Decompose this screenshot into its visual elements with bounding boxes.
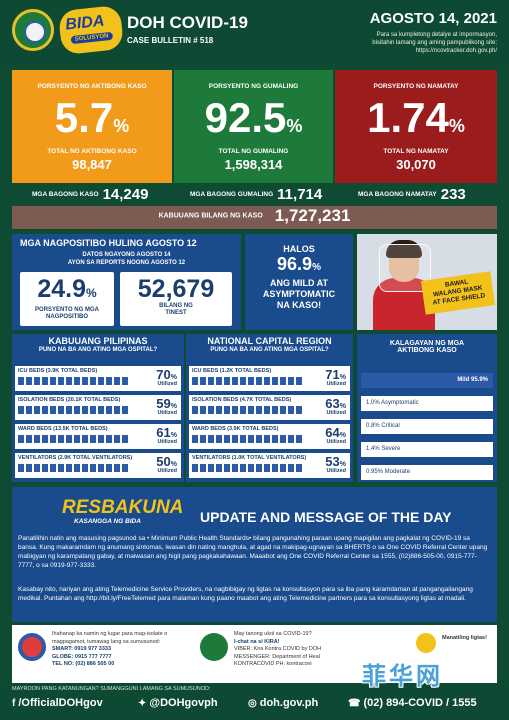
deaths-box: PORSYENTO NG NAMATAY 1.74% TOTAL NG NAMA… <box>335 70 497 183</box>
info-line-1: Para sa kumpletong detalye at impormasyo… <box>376 32 497 38</box>
severity-title-2: AKTIBONG KASO <box>397 347 457 354</box>
severity-severe: 1.4% Severe <box>361 442 493 457</box>
severity-panel: KALAGAYAN NG MGA AKTIBONG KASO Mild 95.9… <box>357 334 497 482</box>
panel-subtitle: PUNO NA BA ANG ATING MGA OSPITAL? <box>210 347 329 353</box>
resbakuna-logo: RESBAKUNA <box>62 497 184 518</box>
mask-reminder-photo: BAWAL WALANG MASK AT FACE SHIELD <box>357 234 497 330</box>
total-cases-bar: KABUUANG BILANG NG KASO 1,727,231 <box>12 206 497 229</box>
bida-logo-sub: SOLUSYON <box>70 31 113 45</box>
update-title: UPDATE AND MESSAGE OF THE DAY <box>200 509 452 525</box>
hospital-ph-panel: KABUUANG PILIPINAS PUNO NA BA ANG ATING … <box>12 334 184 482</box>
active-total-label: TOTAL NG AKTIBONG KASO <box>47 148 137 155</box>
deaths-label: PORSYENTO NG NAMATAY <box>373 83 459 90</box>
bulletin-date: AGOSTO 14, 2021 <box>369 10 497 27</box>
severity-moderate: 0.95% Moderate <box>361 465 493 480</box>
bed-row: ICU BEDS (3.9K TOTAL BEDS) 70% Utilized <box>15 366 181 391</box>
twitter-link[interactable]: ✦ @DOHgovph <box>138 697 218 709</box>
severity-asymptomatic: 1.0% Asymptomatic <box>361 396 493 411</box>
active-cases-box: PORSYENTO NG AKTIBONG KASO 5.7% TOTAL NG… <box>12 70 172 183</box>
bida-logo-text: BIDA <box>64 12 106 34</box>
twitter-icon: ✦ <box>138 698 147 709</box>
bed-icons <box>18 435 128 443</box>
bed-icons <box>192 377 302 385</box>
recovered-percent: 92.5% <box>204 94 303 141</box>
page-title: DOH COVID-19 <box>127 13 248 32</box>
positivity-subtitle: DATOS NGAYONG AGOSTO 14 AYON SA REPORTS N… <box>67 252 186 266</box>
ventilator-icons <box>192 464 302 472</box>
bida-logo: BIDA SOLUSYON <box>57 4 125 56</box>
tested-card: 52,679 BILANG NG TINEST <box>120 272 232 326</box>
contacts-section: Ihahanap ka namin ng lugar para mag-isol… <box>12 625 497 683</box>
active-label: PORSYENTO NG AKTIBONG KASO <box>37 83 147 90</box>
info-url-link[interactable]: https://ncovtracker.doh.gov.ph/ <box>415 48 497 54</box>
mild-asymptomatic-box: HALOS 96.9% ANG MILD AT ASYMPTOMATIC NA … <box>245 234 353 330</box>
info-line-2: bisitahin lamang ang aming pampublikong … <box>372 40 497 46</box>
watermark: 菲华网 <box>362 663 443 690</box>
globe-icon: ◎ <box>248 698 257 709</box>
bed-icons <box>18 377 128 385</box>
panel-title: KABUUANG PILIPINAS <box>48 336 148 346</box>
info-text: Para sa kumpletong detalye at impormasyo… <box>297 31 497 55</box>
one-covid-referral-icon <box>18 633 46 661</box>
total-cases-value: 1,727,231 <box>274 206 351 225</box>
referral-contacts: Ihahanap ka namin ng lugar para mag-isol… <box>52 631 168 667</box>
severity-title-1: KALAGAYAN NG MGA <box>389 340 465 347</box>
ventilator-row: VENTILATORS (2.9K TOTAL VENTILATORS) 50% U… <box>15 453 181 478</box>
bed-row: ISOLATION BEDS (20.1K TOTAL BEDS) 59% Util… <box>15 395 181 420</box>
doh-seal-logo <box>12 9 54 51</box>
facebook-icon: f <box>12 698 16 709</box>
recovered-box: PORSYENTO NG GUMALING 92.5% TOTAL NG GUM… <box>174 70 333 183</box>
total-cases-label: KABUUANG BILANG NG KASO <box>158 212 263 220</box>
footer-question: MAYROON PANG KATANUNGAN? SUMANGGUNI LAMA… <box>12 686 211 692</box>
new-recovered: MGA BAGONG GUMALING 11,714 <box>190 186 323 203</box>
recovered-label: PORSYENTO NG GUMALING <box>208 83 299 90</box>
severity-mild: Mild 95.9% <box>361 373 493 388</box>
recovered-total-value: 1,598,314 <box>224 157 283 172</box>
phone-icon: ☎ <box>348 698 361 709</box>
kira-avatar-icon <box>200 633 228 661</box>
ventilator-icons <box>18 464 128 472</box>
bulletin-number: CASE BULLETIN # 518 <box>127 36 214 45</box>
deaths-total-value: 30,070 <box>396 157 436 172</box>
bed-row: WARD BEDS (13.5K TOTAL BEDS) 61% Utilized <box>15 424 181 449</box>
stay-safe-text: Manatiling ligtas! <box>442 635 487 641</box>
new-deaths: MGA BAGONG NAMATAY 233 <box>358 186 466 203</box>
new-cases: MGA BAGONG KASO 14,249 <box>32 186 149 203</box>
bed-row: ICU BEDS (1.2K TOTAL BEDS) 71% Utilized <box>189 366 350 391</box>
bed-icons <box>192 435 302 443</box>
footer: MAYROON PANG KATANUNGAN? SUMANGGUNI LAMA… <box>0 683 509 720</box>
positivity-rate-card: 24.9% PORSYENTO NG MGA NAGPOSITIBO <box>20 272 114 326</box>
ventilator-row: VENTILATORS (1.0K TOTAL VENTILATORS) 53% U… <box>189 453 350 478</box>
phone-link[interactable]: ☎ (02) 894-COVID / 1555 <box>348 697 477 709</box>
bed-icons <box>18 406 128 414</box>
header: BIDA SOLUSYON DOH COVID-19 CASE BULLETIN… <box>0 0 509 64</box>
update-section: RESBAKUNA KASANGGA NG BIDA UPDATE AND ME… <box>12 487 497 622</box>
active-percent: 5.7% <box>54 94 130 141</box>
panel-subtitle: PUNO NA BA ANG ATING MGA OSPITAL? <box>38 347 158 353</box>
bed-icons <box>192 406 302 414</box>
active-total-value: 98,847 <box>72 157 112 172</box>
bed-row: WARD BEDS (3.9K TOTAL BEDS) 64% Utilized <box>189 424 350 449</box>
update-paragraph-2: Kasabay nito, nariyan ang ating Telemedi… <box>18 586 473 602</box>
website-link[interactable]: ◎ doh.gov.ph <box>248 697 319 709</box>
hospital-ncr-panel: NATIONAL CAPITAL REGION PUNO NA BA ANG A… <box>186 334 353 482</box>
bed-row: ISOLATION BEDS (4.7K TOTAL BEDS) 63% Utili… <box>189 395 350 420</box>
stay-safe-icon <box>416 633 436 653</box>
panel-title: NATIONAL CAPITAL REGION <box>207 336 332 346</box>
kira-contacts: May tanong ukol sa COVID-19? I-chat na s… <box>234 631 322 667</box>
resbakuna-sub: KASANGGA NG BIDA <box>74 518 141 525</box>
recovered-total-label: TOTAL NG GUMALING <box>218 148 289 155</box>
deaths-total-label: TOTAL NG NAMATAY <box>383 148 449 155</box>
severity-critical: 0.8% Critical <box>361 419 493 434</box>
positivity-box: MGA NAGPOSITIBO HULING AGOSTO 12 DATOS N… <box>12 234 241 330</box>
facebook-link[interactable]: f/OfficialDOHgov <box>12 697 103 709</box>
mask-banner: BAWAL WALANG MASK AT FACE SHIELD <box>420 271 496 315</box>
positivity-title: MGA NAGPOSITIBO HULING AGOSTO 12 <box>20 238 197 248</box>
deaths-percent: 1.74% <box>367 94 465 141</box>
update-paragraph-1: Panatilihin natin ang masusing pagsunod … <box>18 535 488 569</box>
